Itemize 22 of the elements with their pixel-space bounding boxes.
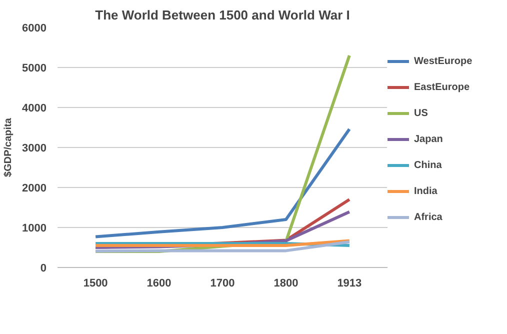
y-tick-label: 0 — [40, 262, 47, 274]
legend-label: Africa — [414, 212, 442, 222]
x-tick-label: 1600 — [146, 278, 172, 290]
y-tick-label: 3000 — [22, 142, 47, 154]
x-tick-label: 1913 — [337, 278, 362, 290]
y-tick-label: 4000 — [22, 102, 47, 114]
legend-label: EastEurope — [414, 82, 470, 92]
y-tick-label: 2000 — [22, 182, 47, 194]
x-tick-label: 1800 — [274, 278, 298, 290]
legend-label: India — [414, 186, 438, 196]
x-tick-label: 1700 — [210, 278, 235, 290]
chart-title: The World Between 1500 and World War I — [95, 8, 350, 22]
y-tick-label: 1000 — [22, 222, 47, 234]
legend-label: China — [414, 160, 442, 170]
line-series — [94, 128, 351, 238]
legend-label: US — [414, 108, 429, 118]
x-tick-label: 1500 — [83, 278, 108, 290]
y-tick-label: 6000 — [22, 22, 47, 34]
y-axis-title: $GDP/capita — [3, 118, 14, 177]
legend-label: WestEurope — [414, 56, 472, 66]
y-tick-label: 5000 — [22, 62, 47, 74]
legend-label: Japan — [414, 134, 443, 144]
